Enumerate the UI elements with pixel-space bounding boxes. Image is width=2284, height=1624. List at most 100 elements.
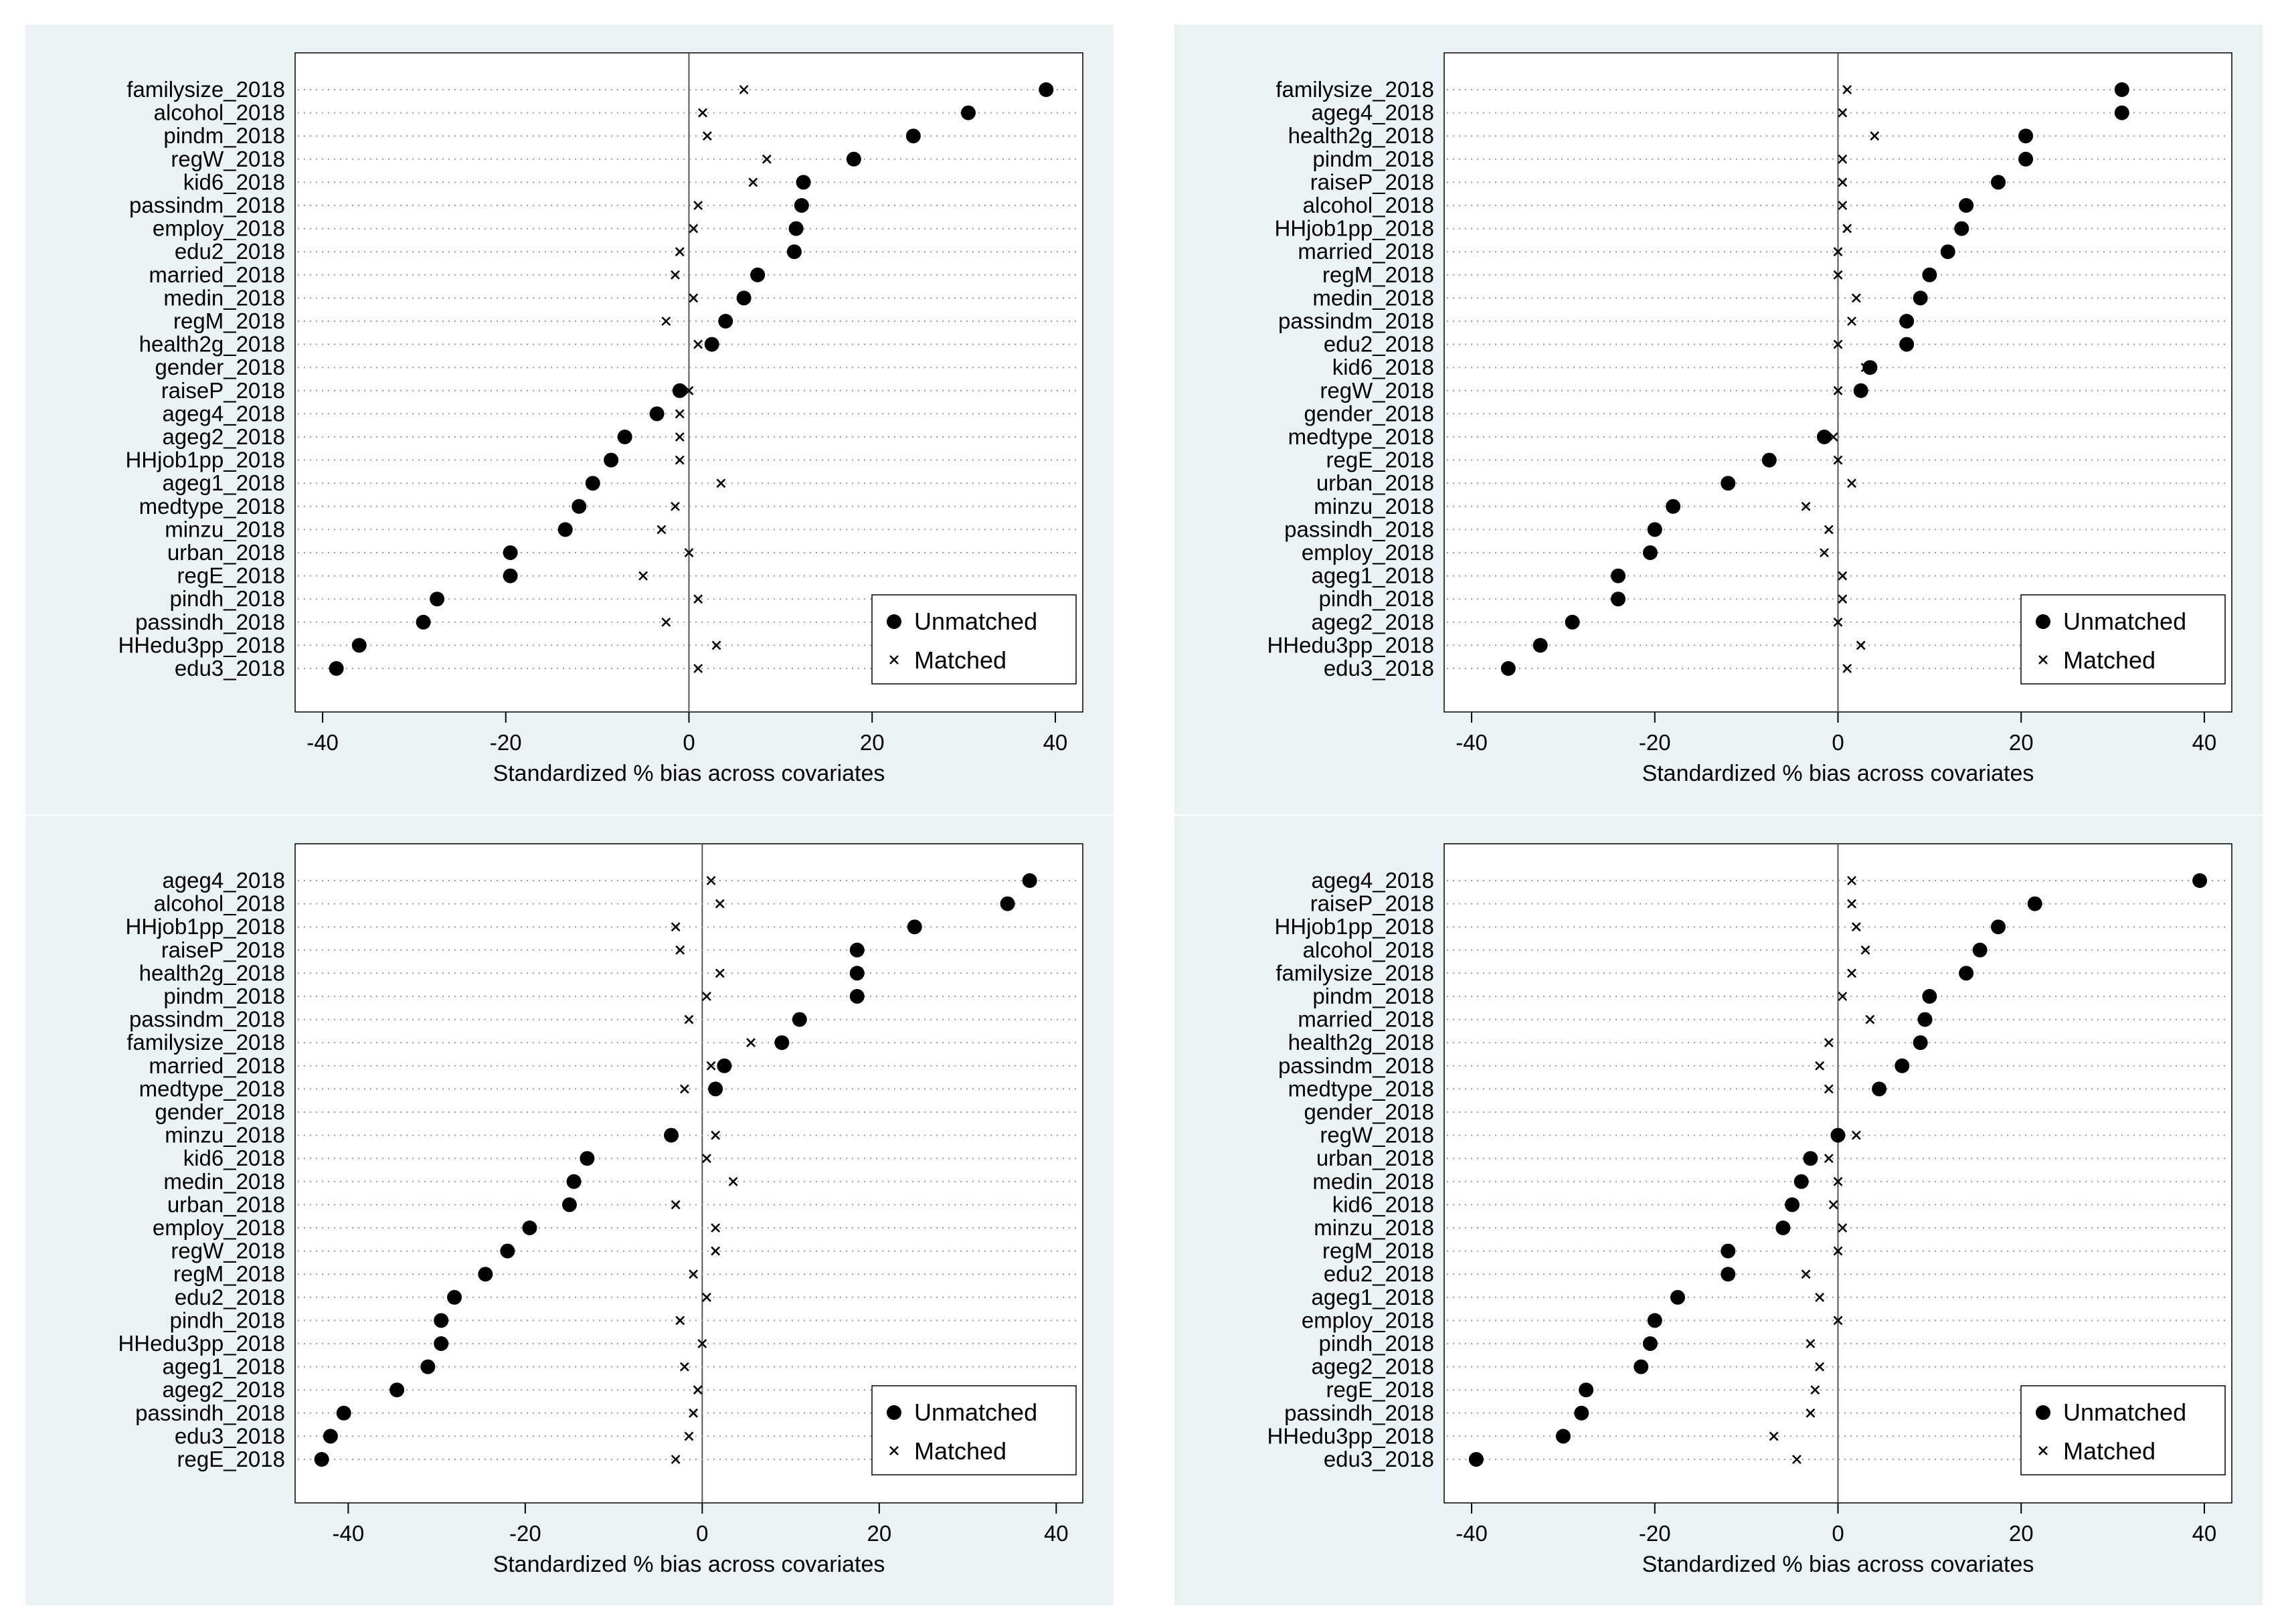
matched-point bbox=[716, 478, 726, 488]
category-label: health2g_2018 bbox=[139, 960, 285, 985]
matched-point bbox=[689, 1408, 699, 1418]
matched-point bbox=[706, 1061, 716, 1071]
unmatched-point bbox=[1670, 1289, 1685, 1305]
matched-point bbox=[702, 1154, 711, 1164]
matched-point bbox=[693, 339, 703, 349]
category-label: pindm_2018 bbox=[1312, 147, 1434, 171]
matched-point bbox=[693, 201, 703, 210]
category-label: ageg2_2018 bbox=[1311, 1354, 1434, 1379]
panel-bottom-left: ageg4_2018 alcohol_2018 HHjob1pp_2018 raise… bbox=[25, 816, 1114, 1605]
unmatched-point bbox=[580, 1151, 595, 1166]
matched-point bbox=[1847, 478, 1856, 488]
category-label: urban_2018 bbox=[1316, 470, 1434, 495]
x-tick-label: 0 bbox=[696, 1521, 708, 1546]
unmatched-point bbox=[717, 1058, 732, 1073]
unmatched-point bbox=[1922, 989, 1937, 1004]
matched-point bbox=[1838, 177, 1848, 187]
category-label: pindm_2018 bbox=[163, 984, 285, 1008]
unmatched-point bbox=[750, 267, 766, 282]
matched-point bbox=[1842, 85, 1852, 94]
category-label: HHedu3pp_2018 bbox=[1267, 632, 1434, 657]
matched-point bbox=[711, 640, 721, 650]
matched-point bbox=[1838, 571, 1848, 581]
x-tick-label: 40 bbox=[1043, 730, 1068, 755]
unmatched-point bbox=[788, 221, 804, 236]
unmatched-point bbox=[1579, 1382, 1594, 1398]
unmatched-point bbox=[2192, 873, 2208, 888]
x-tick-label: 20 bbox=[2009, 1521, 2034, 1546]
category-label: medin_2018 bbox=[1312, 1169, 1434, 1194]
matched-point bbox=[1806, 1339, 1816, 1348]
matched-point bbox=[684, 385, 694, 395]
matched-point bbox=[1833, 270, 1843, 280]
category-label: ageg4_2018 bbox=[1311, 868, 1434, 893]
category-label: HHjob1pp_2018 bbox=[1274, 914, 1434, 939]
category-label: married_2018 bbox=[149, 1053, 285, 1078]
x-tick-label: 0 bbox=[683, 730, 695, 755]
unmatched-point bbox=[736, 290, 752, 306]
matched-point bbox=[671, 1200, 681, 1210]
unmatched-point bbox=[1862, 360, 1878, 375]
matched-point bbox=[1833, 1176, 1843, 1186]
matched-point bbox=[1824, 1084, 1834, 1094]
chart-svg: ageg4_2018raiseP_2018HHjob1pp_2018alcoho… bbox=[1267, 843, 2232, 1577]
matched-point bbox=[728, 1176, 738, 1186]
category-label: alcohol_2018 bbox=[1303, 193, 1434, 217]
matched-point bbox=[1824, 525, 1834, 535]
unmatched-point bbox=[572, 499, 587, 514]
unmatched-point bbox=[1022, 873, 1037, 888]
category-label: gender_2018 bbox=[1304, 401, 1434, 426]
unmatched-point bbox=[1853, 383, 1868, 398]
category-label: familysize_2018 bbox=[126, 1030, 285, 1055]
x-tick-label: 0 bbox=[1832, 1521, 1844, 1546]
unmatched-point bbox=[1940, 244, 1955, 260]
category-label: HHjob1pp_2018 bbox=[1274, 216, 1434, 241]
unmatched-point bbox=[503, 545, 518, 560]
unmatched-point bbox=[1959, 198, 1974, 213]
unmatched-point bbox=[792, 1012, 807, 1027]
matched-point bbox=[1838, 992, 1848, 1001]
unmatched-point bbox=[960, 105, 976, 120]
matched-point bbox=[762, 154, 772, 164]
category-label: pindh_2018 bbox=[169, 586, 285, 611]
matched-point bbox=[1847, 876, 1856, 885]
category-label: regE_2018 bbox=[1326, 448, 1434, 472]
matched-point bbox=[1801, 1269, 1811, 1279]
matched-point bbox=[1860, 363, 1870, 373]
matched-point bbox=[1842, 664, 1852, 673]
chart-svg: ageg4_2018alcohol_2018HHjob1pp_2018raise… bbox=[118, 843, 1083, 1577]
matched-point bbox=[697, 1339, 707, 1348]
category-label: passindm_2018 bbox=[129, 1007, 285, 1032]
unmatched-point bbox=[1647, 1313, 1662, 1328]
unmatched-point bbox=[561, 1197, 577, 1212]
category-label: minzu_2018 bbox=[165, 1123, 285, 1148]
category-label: HHedu3pp_2018 bbox=[118, 1331, 285, 1356]
matched-point bbox=[711, 1130, 721, 1140]
x-axis-label: Standardized % bias across covariates bbox=[1642, 761, 2034, 786]
matched-point bbox=[1842, 223, 1852, 234]
x-tick-label: -20 bbox=[1639, 1521, 1671, 1546]
category-label: kid6_2018 bbox=[1332, 1192, 1434, 1216]
matched-point bbox=[1847, 968, 1856, 978]
category-label: married_2018 bbox=[149, 262, 285, 287]
category-label: minzu_2018 bbox=[1314, 1215, 1434, 1240]
matched-point bbox=[1828, 432, 1838, 442]
unmatched-point bbox=[1555, 1429, 1571, 1444]
legend: Unmatched Matched bbox=[2020, 594, 2226, 685]
unmatched-point bbox=[846, 151, 861, 167]
matched-point bbox=[1860, 945, 1870, 955]
category-label: ageg2_2018 bbox=[162, 424, 285, 449]
matched-point bbox=[675, 247, 685, 257]
category-label: passindm_2018 bbox=[129, 193, 285, 217]
matched-point bbox=[1815, 1292, 1825, 1302]
x-tick-label: 40 bbox=[1044, 1521, 1069, 1546]
category-label: passindh_2018 bbox=[135, 1401, 285, 1425]
matched-point bbox=[671, 270, 680, 280]
category-label: regE_2018 bbox=[177, 563, 285, 588]
category-label: ageg1_2018 bbox=[162, 470, 285, 495]
category-label: gender_2018 bbox=[155, 355, 285, 379]
category-label: gender_2018 bbox=[1304, 1099, 1434, 1124]
matched-point bbox=[671, 501, 680, 511]
category-label: familysize_2018 bbox=[1276, 960, 1434, 985]
category-label: edu3_2018 bbox=[175, 1423, 285, 1448]
